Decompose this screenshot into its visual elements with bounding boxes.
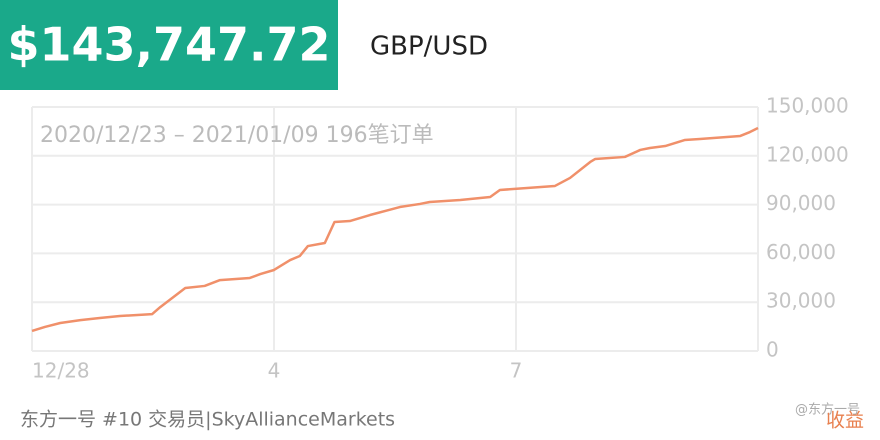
x-tick-label: 4: [268, 359, 281, 383]
line: [31, 126, 759, 333]
y-tick-label: 60,000: [766, 240, 836, 264]
y-tick-label: 90,000: [766, 191, 836, 215]
y-tick-label: 30,000: [766, 289, 836, 313]
x-tick-label: 7: [510, 359, 523, 383]
watermark: @东方一号: [795, 402, 860, 418]
y-tick-label: 150,000: [766, 94, 849, 118]
chart-title: 2020/12/23 – 2021/01/09 196笔订单: [40, 123, 434, 148]
y-tick-label: 120,000: [766, 142, 849, 166]
amount: $143,747.72: [7, 18, 330, 72]
caption: 东方一号 #10 交易员|SkyAllianceMarkets: [20, 409, 395, 431]
y-tick-label: 0: [766, 338, 779, 362]
pair: GBP/USD: [370, 32, 488, 62]
x-tick-label: 12/28: [32, 359, 90, 383]
legend-label: 收益: [826, 410, 864, 432]
amount-box: [0, 0, 338, 90]
